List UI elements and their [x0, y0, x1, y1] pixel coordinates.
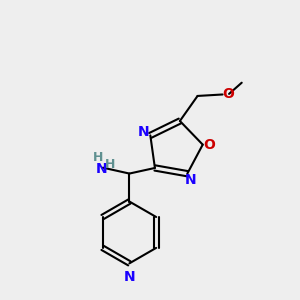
Text: N: N — [124, 270, 135, 284]
Text: N: N — [184, 173, 196, 187]
Text: N: N — [138, 125, 150, 140]
Text: O: O — [203, 138, 215, 152]
Text: H: H — [105, 158, 116, 171]
Text: O: O — [222, 88, 234, 101]
Text: H: H — [92, 151, 103, 164]
Text: N: N — [96, 162, 107, 176]
